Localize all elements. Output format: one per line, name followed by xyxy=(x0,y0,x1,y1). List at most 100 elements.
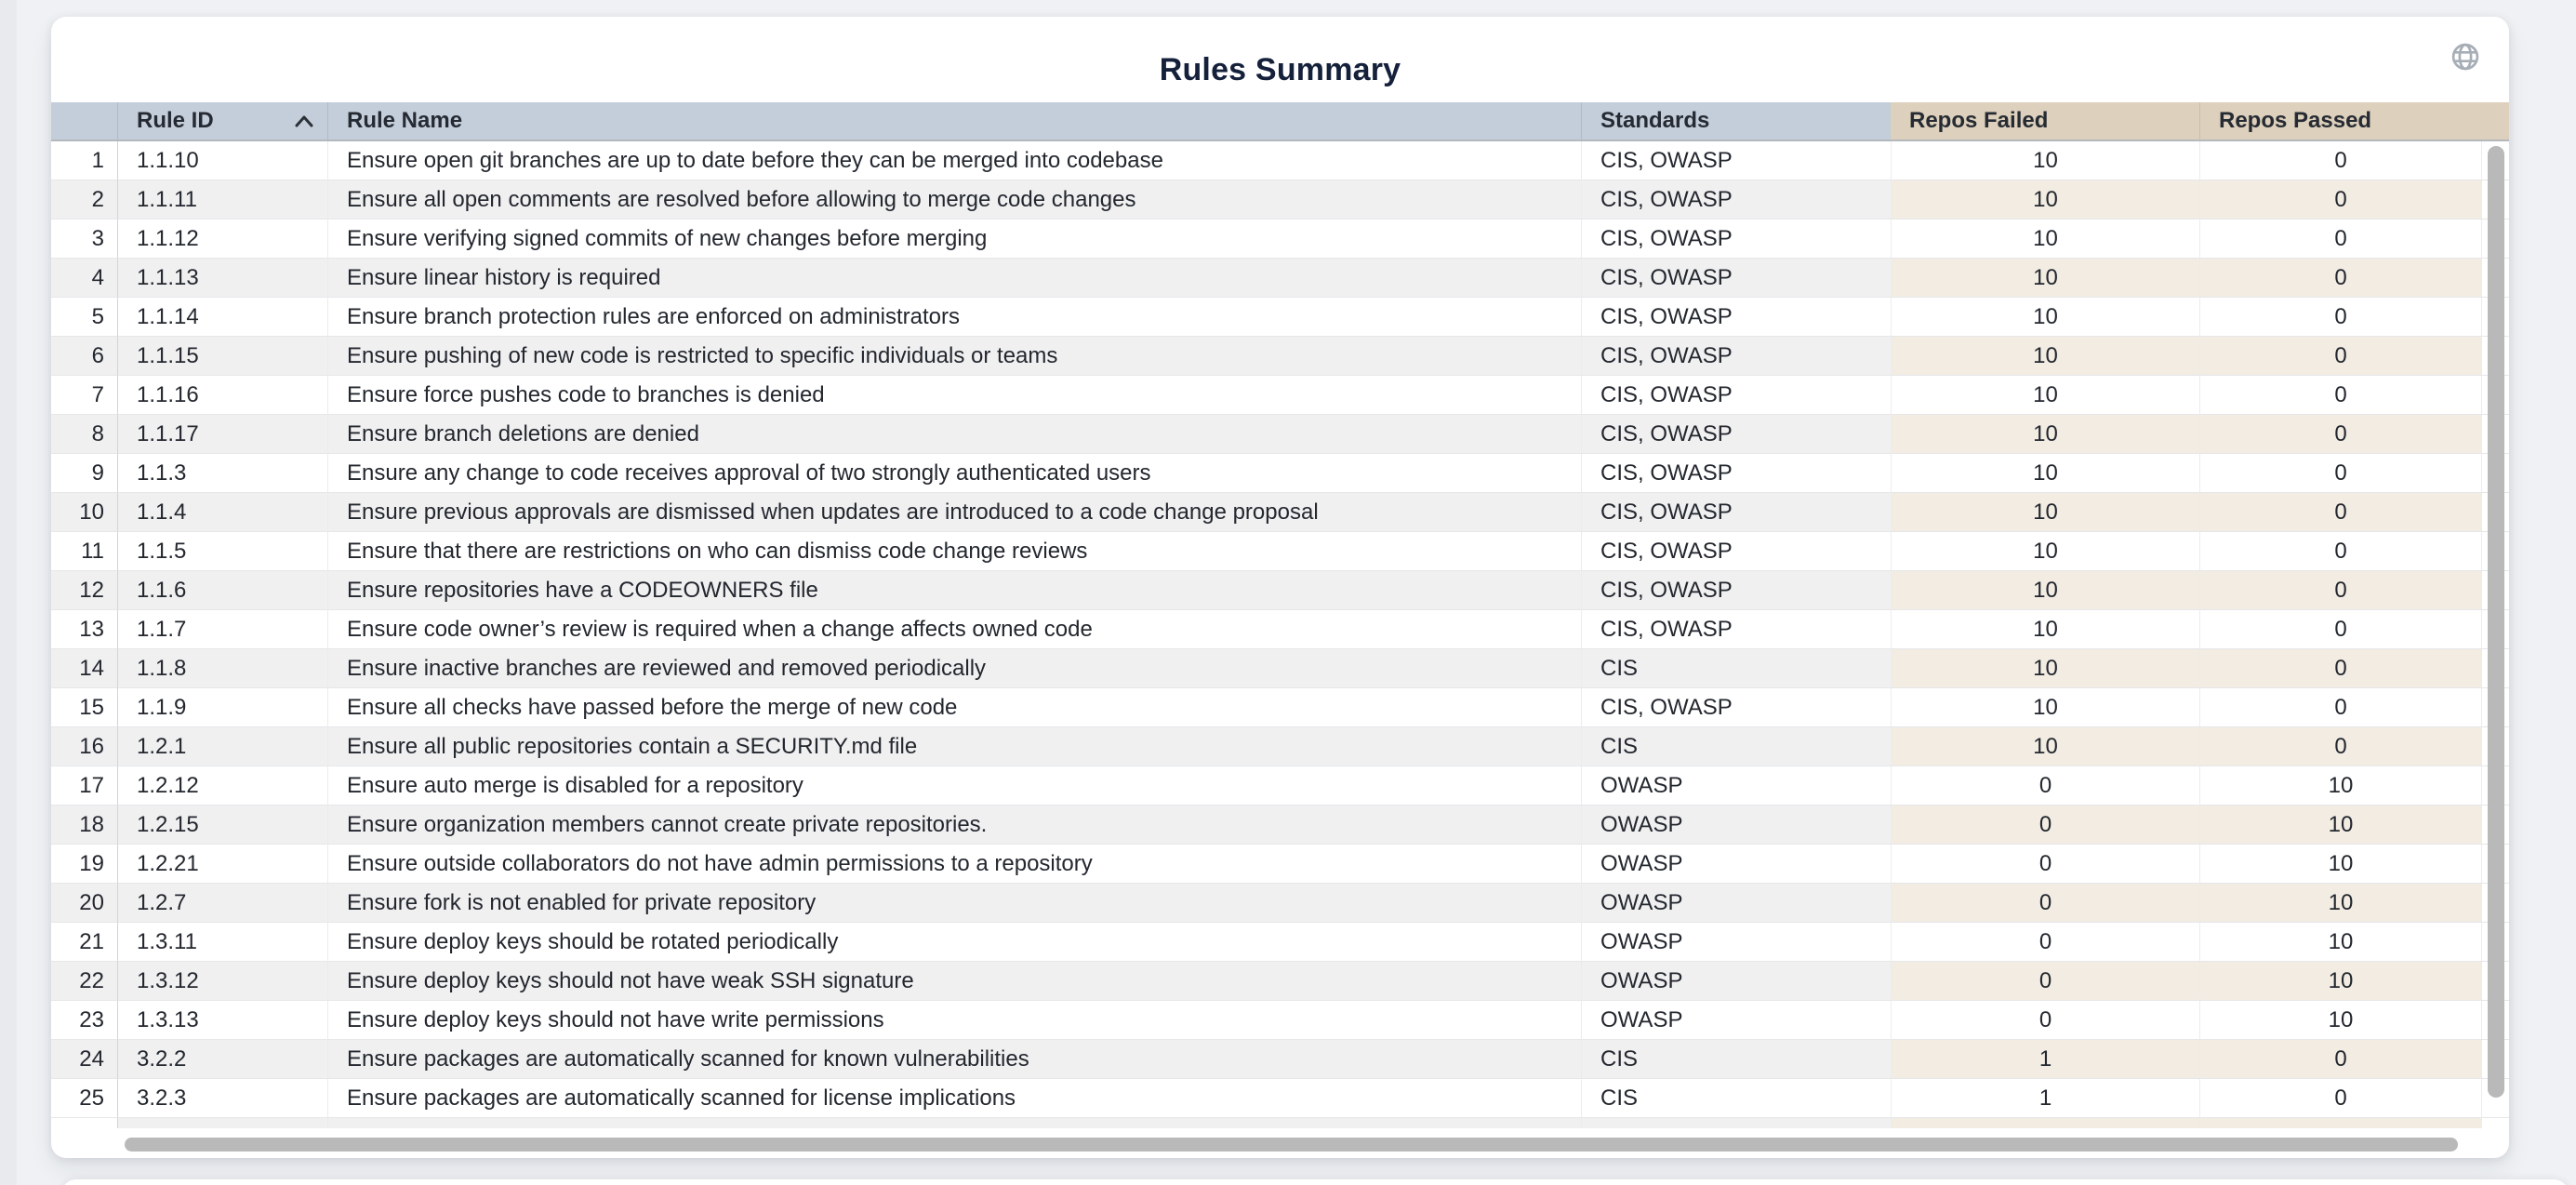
cell-rule-id: 1.1.9 xyxy=(117,688,327,727)
rules-table-viewport: Rule ID Rule Name Standards Repos Failed xyxy=(51,102,2509,1128)
cell-rule-id: 1.1.15 xyxy=(117,337,327,376)
cell-standards: OWASP xyxy=(1581,884,1891,923)
table-row[interactable]: 231.3.13Ensure deploy keys should not ha… xyxy=(51,1001,2509,1040)
row-number xyxy=(51,1118,117,1128)
cell-rule-id: 1.1.5 xyxy=(117,532,327,571)
cell-repos-passed: 0 xyxy=(2199,376,2481,415)
vertical-scrollbar-thumb[interactable] xyxy=(2488,146,2504,1098)
cell-repos-passed: 0 xyxy=(2199,610,2481,649)
table-row[interactable]: 71.1.16Ensure force pushes code to branc… xyxy=(51,376,2509,415)
table-row[interactable]: 243.2.2Ensure packages are automatically… xyxy=(51,1040,2509,1079)
row-number: 14 xyxy=(51,649,117,688)
cell-repos-passed: 0 xyxy=(2199,337,2481,376)
table-row[interactable]: 141.1.8Ensure inactive branches are revi… xyxy=(51,649,2509,688)
table-row[interactable]: 41.1.13Ensure linear history is required… xyxy=(51,259,2509,298)
table-row[interactable]: 181.2.15Ensure organization members cann… xyxy=(51,806,2509,845)
cell-rule-name: Ensure deploy keys should not have weak … xyxy=(327,962,1581,1001)
row-number: 20 xyxy=(51,884,117,923)
table-row[interactable]: 131.1.7Ensure code owner’s review is req… xyxy=(51,610,2509,649)
col-header-repos-failed[interactable]: Repos Failed xyxy=(1891,102,2199,141)
col-header-rule-id-label: Rule ID xyxy=(137,108,214,134)
col-header-rule-name[interactable]: Rule Name xyxy=(327,102,1581,141)
cell-repos-passed: 0 xyxy=(2199,493,2481,532)
row-number: 13 xyxy=(51,610,117,649)
cell-repos-failed: 10 xyxy=(1891,571,2199,610)
cell-rule-name: Ensure all open comments are resolved be… xyxy=(327,180,1581,220)
rules-table: Rule ID Rule Name Standards Repos Failed xyxy=(51,102,2509,1128)
table-row[interactable]: 21.1.11Ensure all open comments are reso… xyxy=(51,180,2509,220)
table-row[interactable]: 151.1.9Ensure all checks have passed bef… xyxy=(51,688,2509,727)
table-row[interactable]: 201.2.7Ensure fork is not enabled for pr… xyxy=(51,884,2509,923)
row-number: 22 xyxy=(51,962,117,1001)
cell-repos-failed: 0 xyxy=(1891,923,2199,962)
cell-rule-id: 1.2.12 xyxy=(117,766,327,806)
cell-repos-failed: 1 xyxy=(1891,1040,2199,1079)
cell-rule-id: 1.1.12 xyxy=(117,220,327,259)
cell-rule-id: 1.3.11 xyxy=(117,923,327,962)
row-number: 25 xyxy=(51,1079,117,1118)
row-number: 18 xyxy=(51,806,117,845)
table-row[interactable]: 191.2.21Ensure outside collaborators do … xyxy=(51,845,2509,884)
row-number: 7 xyxy=(51,376,117,415)
row-number: 10 xyxy=(51,493,117,532)
row-number: 1 xyxy=(51,141,117,180)
table-row[interactable]: 91.1.3Ensure any change to code receives… xyxy=(51,454,2509,493)
col-header-repos-passed[interactable]: Repos Passed xyxy=(2199,102,2481,141)
cell-rule-id xyxy=(117,1118,327,1128)
cell-standards: OWASP xyxy=(1581,845,1891,884)
row-number: 5 xyxy=(51,298,117,337)
cell-repos-failed: 10 xyxy=(1891,688,2199,727)
table-row[interactable]: 111.1.5Ensure that there are restriction… xyxy=(51,532,2509,571)
table-row[interactable]: 253.2.3Ensure packages are automatically… xyxy=(51,1079,2509,1118)
table-row[interactable]: 211.3.11Ensure deploy keys should be rot… xyxy=(51,923,2509,962)
cell-repos-failed: 10 xyxy=(1891,220,2199,259)
cell-rule-id: 1.3.12 xyxy=(117,962,327,1001)
cell-standards: CIS, OWASP xyxy=(1581,454,1891,493)
cell-rule-name: Ensure force pushes code to branches is … xyxy=(327,376,1581,415)
cell-rule-name: Ensure all checks have passed before the… xyxy=(327,688,1581,727)
table-row[interactable]: 61.1.15Ensure pushing of new code is res… xyxy=(51,337,2509,376)
cell-rule-name: Ensure previous approvals are dismissed … xyxy=(327,493,1581,532)
cell-rule-id: 1.3.13 xyxy=(117,1001,327,1040)
cell-rule-name: Ensure branch protection rules are enfor… xyxy=(327,298,1581,337)
cell-repos-failed: 10 xyxy=(1891,180,2199,220)
cell-repos-passed: 0 xyxy=(2199,1040,2481,1079)
cell-rule-id: 1.2.7 xyxy=(117,884,327,923)
row-number: 3 xyxy=(51,220,117,259)
cell-rule-id: 1.1.14 xyxy=(117,298,327,337)
table-row[interactable]: 11.1.10Ensure open git branches are up t… xyxy=(51,141,2509,180)
cell-repos-passed: 10 xyxy=(2199,806,2481,845)
cell-repos-failed: 0 xyxy=(1891,962,2199,1001)
row-number: 8 xyxy=(51,415,117,454)
horizontal-scrollbar-thumb[interactable] xyxy=(125,1138,2458,1152)
table-row[interactable]: 221.3.12Ensure deploy keys should not ha… xyxy=(51,962,2509,1001)
cell-repos-passed: 0 xyxy=(2199,141,2481,180)
table-row[interactable]: 101.1.4Ensure previous approvals are dis… xyxy=(51,493,2509,532)
col-header-rule-id[interactable]: Rule ID xyxy=(117,102,327,141)
cell-standards: OWASP xyxy=(1581,962,1891,1001)
cell-standards: CIS, OWASP xyxy=(1581,415,1891,454)
cell-repos-passed: 0 xyxy=(2199,1079,2481,1118)
table-row[interactable]: 121.1.6Ensure repositories have a CODEOW… xyxy=(51,571,2509,610)
globe-icon[interactable] xyxy=(2450,41,2481,73)
col-header-standards[interactable]: Standards xyxy=(1581,102,1891,141)
page-title: Rules Summary xyxy=(51,17,2509,88)
cell-standards: CIS xyxy=(1581,649,1891,688)
cell-rule-id: 3.2.3 xyxy=(117,1079,327,1118)
table-row[interactable]: 31.1.12Ensure verifying signed commits o… xyxy=(51,220,2509,259)
cell-rule-id: 1.2.21 xyxy=(117,845,327,884)
cell-rule-name: Ensure auto merge is disabled for a repo… xyxy=(327,766,1581,806)
sort-ascending-icon[interactable] xyxy=(294,113,314,128)
row-number: 12 xyxy=(51,571,117,610)
table-row[interactable]: 51.1.14Ensure branch protection rules ar… xyxy=(51,298,2509,337)
row-number: 21 xyxy=(51,923,117,962)
table-row[interactable]: 81.1.17Ensure branch deletions are denie… xyxy=(51,415,2509,454)
table-row[interactable]: 171.2.12Ensure auto merge is disabled fo… xyxy=(51,766,2509,806)
cell-standards: CIS, OWASP xyxy=(1581,180,1891,220)
row-number: 2 xyxy=(51,180,117,220)
cell-standards: OWASP xyxy=(1581,806,1891,845)
table-row[interactable]: 161.2.1Ensure all public repositories co… xyxy=(51,727,2509,766)
col-header-rownum xyxy=(51,102,117,141)
row-number: 6 xyxy=(51,337,117,376)
cell-rule-id: 1.1.3 xyxy=(117,454,327,493)
